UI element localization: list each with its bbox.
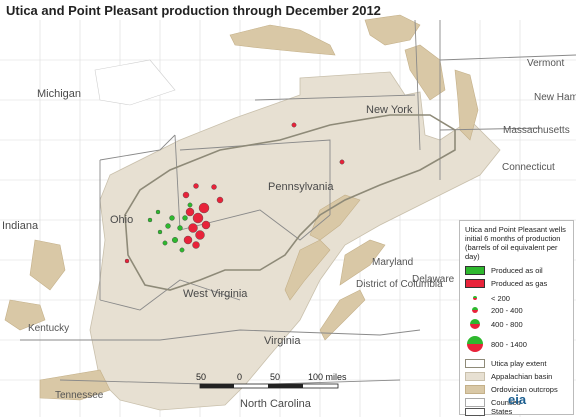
gas-well bbox=[195, 230, 205, 240]
oil-well bbox=[147, 217, 153, 223]
utica-swatch bbox=[465, 358, 485, 368]
gas-well bbox=[201, 220, 211, 230]
oil-well bbox=[187, 202, 193, 208]
legend-appalachian-label: Appalachian basin bbox=[491, 371, 553, 381]
legend-size-4: 800 - 1400 bbox=[465, 335, 527, 353]
gas-well bbox=[185, 207, 195, 217]
label-connecticut: Connecticut bbox=[502, 162, 555, 173]
scale-label-0: 0 bbox=[237, 372, 243, 382]
oil-well bbox=[155, 209, 161, 215]
appalachian-swatch bbox=[465, 371, 485, 381]
oil-well bbox=[157, 229, 163, 235]
legend-gas-label: Produced as gas bbox=[491, 278, 548, 288]
legend-size-3: 400 - 800 bbox=[465, 318, 523, 330]
label-vermont: Vermont bbox=[527, 58, 565, 69]
utica-play-extent bbox=[124, 114, 456, 291]
eia-logo: eia bbox=[508, 392, 527, 407]
scale-label-50-left: 50 bbox=[196, 372, 207, 382]
legend-header: Utica and Point Pleasant wells initial 6… bbox=[465, 225, 566, 261]
size-4-symbol bbox=[467, 336, 483, 352]
size-3-symbol bbox=[470, 319, 480, 329]
ordovician-outcrops bbox=[4, 14, 479, 401]
legend-oil-label: Produced as oil bbox=[491, 265, 543, 275]
gas-well bbox=[216, 196, 224, 204]
gas-well bbox=[339, 159, 345, 165]
label-north-carolina: North Carolina bbox=[240, 398, 311, 410]
legend-size-2: 200 - 400 bbox=[465, 304, 523, 316]
oil-well bbox=[179, 247, 185, 253]
legend-size-1: < 200 bbox=[465, 292, 510, 304]
legend-size-1-label: < 200 bbox=[491, 293, 510, 303]
label-new-york: New York bbox=[366, 104, 413, 116]
legend-size-2-label: 200 - 400 bbox=[491, 305, 523, 315]
label-delaware: Delaware bbox=[412, 274, 455, 285]
gas-well bbox=[211, 184, 217, 190]
oil-swatch bbox=[465, 265, 485, 275]
legend-counties-label: Counties bbox=[491, 397, 521, 407]
oil-well bbox=[169, 215, 175, 221]
gas-well bbox=[192, 212, 204, 224]
oil-well bbox=[165, 223, 171, 229]
label-michigan: Michigan bbox=[37, 88, 82, 100]
counties-swatch bbox=[465, 397, 485, 407]
label-virginia: Virginia bbox=[264, 335, 301, 347]
label-ohio: Ohio bbox=[110, 214, 134, 226]
gas-well bbox=[188, 223, 198, 233]
water bbox=[94, 59, 176, 106]
scale-label-100: 100 miles bbox=[308, 372, 347, 382]
gas-well bbox=[198, 202, 210, 214]
gas-well bbox=[291, 122, 297, 128]
label-kentucky: Kentucky bbox=[28, 323, 70, 334]
legend-counties: Counties bbox=[465, 396, 521, 408]
scale-label-50-right: 50 bbox=[270, 372, 281, 382]
gas-swatch bbox=[465, 278, 485, 288]
legend-states: States bbox=[465, 407, 512, 416]
scale-bar bbox=[199, 383, 339, 389]
states-swatch bbox=[465, 407, 485, 416]
legend-states-label: States bbox=[491, 407, 513, 416]
size-1-symbol bbox=[473, 296, 477, 300]
gas-well bbox=[192, 241, 200, 249]
legend-size-3-label: 400 - 800 bbox=[491, 319, 523, 329]
gas-well bbox=[124, 258, 130, 264]
gas-well bbox=[182, 191, 190, 199]
oil-well bbox=[162, 240, 168, 246]
label-indiana: Indiana bbox=[2, 220, 39, 232]
legend-ordovician: Ordovician outcrops bbox=[465, 383, 558, 395]
label-pennsylvania: Pennsylvania bbox=[268, 181, 334, 193]
size-2-symbol bbox=[472, 307, 478, 313]
ordovician-swatch bbox=[465, 384, 485, 394]
legend-ordovician-label: Ordovician outcrops bbox=[491, 384, 558, 394]
label-massachusetts: Massachusetts bbox=[503, 125, 570, 136]
oil-well bbox=[171, 236, 178, 243]
label-maryland: Maryland bbox=[372, 257, 414, 268]
legend-utica: Utica play extent bbox=[465, 357, 546, 369]
gas-well bbox=[193, 183, 199, 189]
label-west-virginia: West Virginia bbox=[183, 288, 248, 300]
map-legend: Utica and Point Pleasant wells initial 6… bbox=[459, 220, 574, 416]
legend-oil: Produced as oil bbox=[465, 264, 543, 276]
state-borders bbox=[20, 19, 576, 386]
label-dc: District of Columbia bbox=[356, 279, 443, 290]
oil-well bbox=[182, 215, 188, 221]
label-new-hampshire: New Ham bbox=[534, 92, 576, 103]
map-title: Utica and Point Pleasant production thro… bbox=[6, 3, 381, 18]
gas-well bbox=[183, 235, 193, 245]
wells bbox=[124, 122, 345, 264]
legend-gas: Produced as gas bbox=[465, 277, 547, 289]
legend-utica-label: Utica play extent bbox=[491, 358, 547, 368]
legend-appalachian: Appalachian basin bbox=[465, 370, 552, 382]
label-tennessee: Tennessee bbox=[55, 390, 104, 401]
legend-size-4-label: 800 - 1400 bbox=[491, 339, 527, 349]
oil-well bbox=[177, 225, 183, 231]
